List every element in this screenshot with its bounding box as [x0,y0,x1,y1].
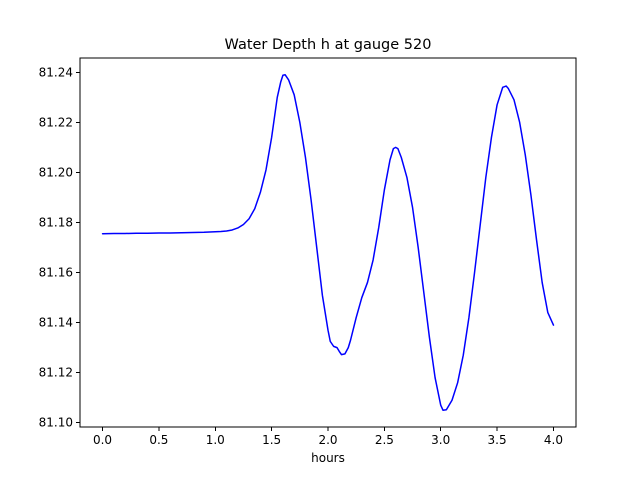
y-tick-label: 81.16 [39,266,73,280]
y-tick-label: 81.20 [39,165,73,179]
x-tick-label: 2.5 [375,433,394,447]
plot-area: 0.0 0.5 1.0 1.5 2.0 2.5 3.0 3.5 4.0 81.10 81.12 81.… [39,57,577,447]
x-tick-label: 0.5 [149,433,168,447]
y-tick-label: 81.18 [39,215,73,229]
x-axis-label: hours [311,451,345,465]
chart-title: Water Depth h at gauge 520 [225,37,432,53]
x-tick-label: 4.0 [544,433,563,447]
x-tick-label: 2.0 [318,433,337,447]
y-tick-label: 81.24 [39,65,73,79]
y-tick-label: 81.14 [39,316,73,330]
y-tick-label: 81.12 [39,366,73,380]
x-tick-label: 3.5 [488,433,507,447]
x-tick-label: 3.0 [431,433,450,447]
x-tick-label: 1.5 [262,433,281,447]
y-tick-label: 81.22 [39,115,73,129]
x-tick-label: 1.0 [206,433,225,447]
x-tick-label: 0.0 [93,433,112,447]
y-tick-label: 81.10 [39,416,73,430]
axes-frame [79,57,577,428]
series-line-water-depth-h [101,74,555,411]
